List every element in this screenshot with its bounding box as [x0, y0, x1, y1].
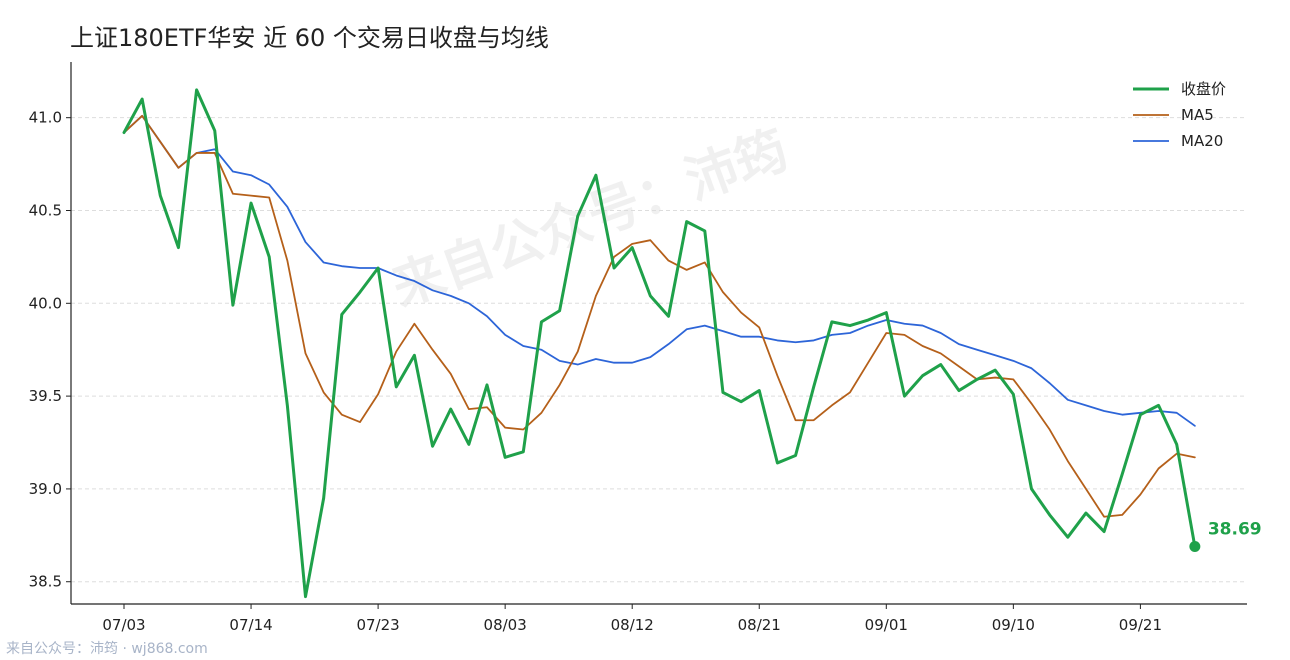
- x-tick-label: 07/03: [102, 616, 145, 634]
- legend-label-ma20: MA20: [1181, 132, 1223, 150]
- series-line-ma5: [123, 114, 1196, 518]
- tick-labels: 38.5 39.0 39.5 40.0 40.5 41.0 07/03 07/14 07/23 0…: [29, 109, 1262, 634]
- series-lines: [122, 88, 1201, 599]
- y-tick-label: 41.0: [29, 109, 62, 127]
- legend-label-close: 收盘价: [1181, 80, 1226, 98]
- y-tick-label: 40.5: [29, 201, 62, 219]
- y-tick-label: 38.5: [29, 573, 62, 591]
- x-tick-label: 08/21: [738, 616, 781, 634]
- last-close-label: 38.69: [1208, 519, 1262, 539]
- chart-title: 上证180ETF华安 近 60 个交易日收盘与均线: [70, 24, 549, 52]
- last-close-marker: [1189, 540, 1201, 552]
- x-tick-label: 08/03: [484, 616, 527, 634]
- axes: [66, 62, 1247, 609]
- y-tick-label: 39.0: [29, 480, 62, 498]
- x-tick-label: 09/01: [865, 616, 908, 634]
- legend-label-ma5: MA5: [1181, 106, 1214, 124]
- x-tick-label: 09/10: [992, 616, 1035, 634]
- x-tick-label: 08/12: [611, 616, 654, 634]
- grid-lines: [71, 117, 1247, 583]
- series-line-ma20: [123, 114, 1196, 427]
- x-tick-label: 07/23: [356, 616, 399, 634]
- x-tick-label: 09/21: [1119, 616, 1162, 634]
- series-line-close: [122, 88, 1197, 599]
- legend: 收盘价 MA5 MA20: [1133, 80, 1226, 150]
- x-tick-label: 07/14: [229, 616, 272, 634]
- footer-credit: 来自公众号：沛筠 · wj868.com: [6, 641, 208, 657]
- y-tick-label: 40.0: [29, 294, 62, 312]
- y-tick-label: 39.5: [29, 387, 62, 405]
